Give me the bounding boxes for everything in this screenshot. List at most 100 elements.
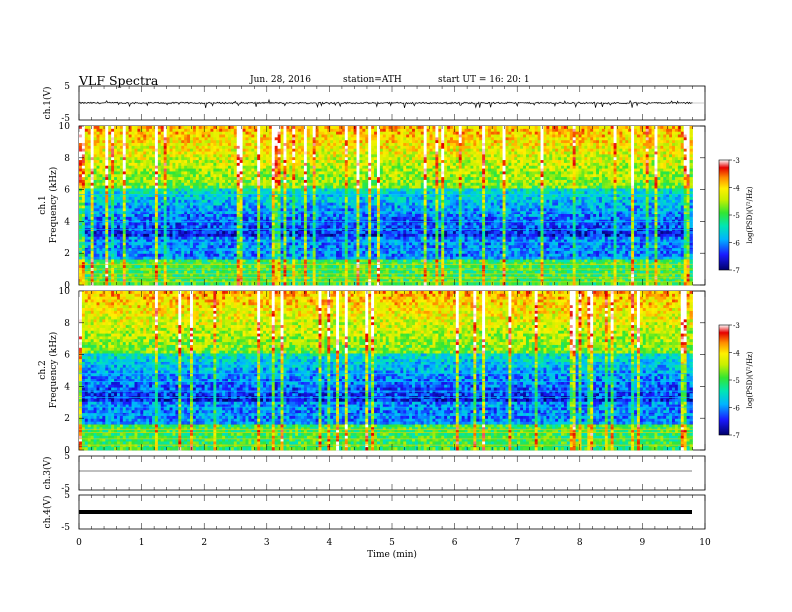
spectrogram-cell [313,228,316,231]
spectrogram-cell [216,188,219,191]
spectrogram-cell [196,225,199,228]
spectrogram-cell [196,171,199,174]
spectrogram-cell [316,188,319,191]
spectrogram-cell [135,200,138,203]
spectrogram-cell [246,251,249,254]
spectrogram-cell [164,154,167,157]
spectrogram-cell [184,157,187,160]
spectrogram-cell [143,282,146,285]
spectrogram-cell [266,188,269,191]
spectrogram-cell [304,132,307,135]
spectrogram-cell [295,171,298,174]
spectrogram-cell [114,231,117,234]
spectrogram-cell [123,223,126,226]
spectrogram-cell [126,188,129,191]
spectrogram-cell [181,146,184,149]
spectrogram-cell [301,217,304,220]
spectrogram-cell [298,171,301,174]
spectrogram-cell [324,268,327,271]
spectrogram-cell [199,242,202,245]
spectrogram-cell [105,135,108,138]
spectrogram-cell [199,177,202,180]
spectrogram-cell [231,242,234,245]
spectrogram-cell [146,135,149,138]
spectrogram-cell [175,143,178,146]
spectrogram-cell [222,135,225,138]
spectrogram-cell [283,163,286,166]
spectrogram-cell [248,282,251,285]
spectrogram-cell [108,251,111,254]
spectrogram-cell [310,242,313,245]
spectrogram-cell [91,217,94,220]
spectrogram-cell [248,251,251,254]
spectrogram-cell [97,129,100,132]
spectrogram-cell [275,174,278,177]
spectrogram-cell [278,183,281,186]
spectrogram-cell [327,214,330,217]
spectrogram-cell [301,157,304,160]
spectrogram-cell [260,126,263,129]
spectrogram-cell [278,251,281,254]
spectrogram-cell [102,265,105,268]
spectrogram-cell [161,223,164,226]
spectrogram-cell [126,208,129,211]
spectrogram-cell [114,140,117,143]
spectrogram-cell [193,217,196,220]
spectrogram-cell [210,254,213,257]
spectrogram-cell [146,197,149,200]
spectrogram-cell [234,152,237,155]
spectrogram-cell [175,137,178,140]
spectrogram-cell [143,154,146,157]
spectrogram-cell [313,225,316,228]
spectrogram-cell [319,203,322,206]
spectrogram-cell [269,203,272,206]
spectrogram-cell [178,160,181,163]
spectrogram-cell [310,163,313,166]
spectrogram-cell [278,169,281,172]
spectrogram-cell [99,203,102,206]
spectrogram-cell [266,146,269,149]
spectrogram-cell [281,268,284,271]
spectrogram-cell [97,146,100,149]
spectrogram-cell [187,251,190,254]
spectrogram-cell [105,265,108,268]
spectrogram-cell [319,188,322,191]
spectrogram-cell [330,180,333,183]
spectrogram-cell [114,149,117,152]
spectrogram-cell [85,169,88,172]
spectrogram-cell [155,152,158,155]
spectrogram-cell [281,154,284,157]
spectrogram-cell [99,126,102,129]
spectrogram-cell [178,129,181,132]
spectrogram-cell [158,282,161,285]
spectrogram-cell [231,245,234,248]
spectrogram-cell [172,206,175,209]
spectrogram-cell [123,146,126,149]
spectrogram-cell [248,177,251,180]
spectrogram-cell [97,137,100,140]
spectrogram-cell [321,129,324,132]
spectrogram-cell [234,132,237,135]
spectrogram-cell [292,188,295,191]
spectrogram-cell [178,234,181,237]
spectrogram-cell [82,135,85,138]
spectrogram-cell [301,143,304,146]
spectrogram-cell [99,163,102,166]
spectrogram-cell [222,223,225,226]
spectrogram-cell [286,245,289,248]
spectrogram-cell [263,154,266,157]
spectrogram-cell [120,152,123,155]
spectrogram-cell [202,197,205,200]
spectrogram-cell [310,237,313,240]
spectrogram-cell [105,149,108,152]
spectrogram-cell [196,242,199,245]
spectrogram-cell [278,197,281,200]
spectrogram-cell [330,188,333,191]
spectrogram-cell [82,152,85,155]
spectrogram-cell [155,166,158,169]
spectrogram-cell [175,217,178,220]
spectrogram-cell [193,200,196,203]
spectrogram-cell [123,208,126,211]
spectrogram-cell [167,203,170,206]
spectrogram-cell [254,206,257,209]
